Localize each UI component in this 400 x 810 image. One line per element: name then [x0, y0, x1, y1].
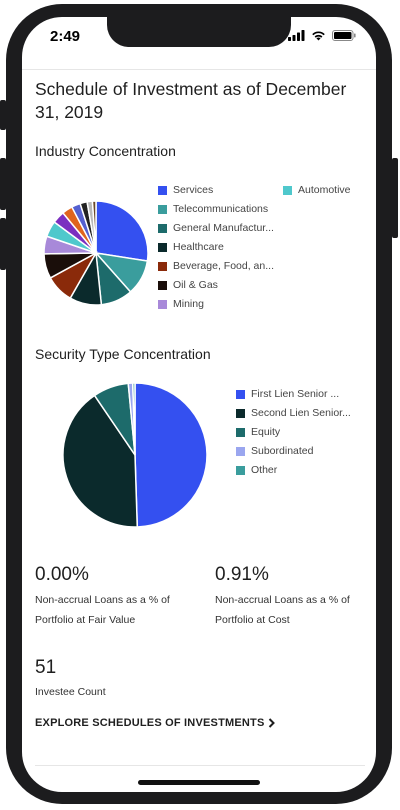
- mute-switch: [0, 100, 6, 130]
- security-legend-swatch: [236, 446, 245, 456]
- industry-slice-0[interactable]: [95, 200, 149, 262]
- security-slice-4[interactable]: [131, 382, 136, 456]
- security-legend-item-1[interactable]: Second Lien Senior...: [236, 407, 351, 419]
- industry-legend-swatch: [158, 185, 167, 195]
- industry-legend-item-2[interactable]: General Manufactur...: [158, 222, 274, 234]
- industry-legend-label: Telecommunications: [173, 203, 269, 215]
- security-legend-swatch: [236, 389, 245, 399]
- industry-legend-item-7[interactable]: Automotive: [283, 184, 351, 196]
- screen: 2:49: [22, 17, 376, 792]
- industry-legend-swatch: [158, 204, 167, 214]
- home-indicator[interactable]: [138, 780, 260, 785]
- power-button: [392, 158, 398, 238]
- investee-count-label: Investee Count: [35, 686, 106, 698]
- industry-legend-label: Beverage, Food, an...: [173, 260, 274, 272]
- industry-legend-label: General Manufactur...: [173, 222, 274, 234]
- industry-legend-swatch: [158, 280, 167, 290]
- security-legend-item-4[interactable]: Other: [236, 464, 277, 476]
- security-legend-label: Other: [251, 464, 278, 476]
- security-legend-label: Second Lien Senior...: [251, 407, 351, 419]
- battery-icon: [332, 30, 356, 41]
- security-pie-chart[interactable]: [62, 382, 208, 528]
- security-legend-item-2[interactable]: Equity: [236, 426, 280, 438]
- industry-legend-item-3[interactable]: Healthcare: [158, 241, 224, 253]
- industry-legend-swatch: [283, 185, 292, 195]
- security-legend-item-0[interactable]: First Lien Senior ...: [236, 388, 339, 400]
- volume-up-button: [0, 158, 6, 210]
- industry-legend-swatch: [158, 299, 167, 309]
- security-legend-swatch: [236, 465, 245, 475]
- page-title: Schedule of Investment as of December 31…: [35, 79, 347, 122]
- volume-down-button: [0, 218, 6, 270]
- security-legend-swatch: [236, 408, 245, 418]
- security-legend-label: Equity: [251, 426, 281, 438]
- status-icons: [288, 30, 356, 41]
- industry-pie-chart[interactable]: [43, 200, 149, 306]
- security-legend-item-3[interactable]: Subordinated: [236, 445, 313, 457]
- cost-percent: 0.91%: [215, 564, 269, 585]
- status-time: 2:49: [50, 28, 81, 45]
- cost-label: Non-accrual Loans as a % of Portfolio at…: [215, 594, 350, 626]
- security-legend-swatch: [236, 427, 245, 437]
- bottom-divider: [35, 765, 365, 766]
- industry-legend-label: Mining: [173, 298, 204, 310]
- chevron-right-icon: [269, 718, 276, 728]
- fair-value-percent: 0.00%: [35, 564, 89, 585]
- industry-legend-label: Healthcare: [173, 241, 224, 253]
- industry-legend-swatch: [158, 242, 167, 252]
- status-divider: [22, 69, 376, 70]
- industry-legend-item-5[interactable]: Oil & Gas: [158, 279, 218, 291]
- explore-schedules-link[interactable]: EXPLORE SCHEDULES OF INVESTMENTS: [35, 717, 276, 729]
- security-legend-label: Subordinated: [251, 445, 314, 457]
- industry-legend-label: Services: [173, 184, 214, 196]
- fair-value-label: Non-accrual Loans as a % of Portfolio at…: [35, 594, 170, 626]
- signal-icon: [288, 30, 305, 41]
- industry-legend-item-4[interactable]: Beverage, Food, an...: [158, 260, 274, 272]
- industry-legend-swatch: [158, 261, 167, 271]
- security-slice-1[interactable]: [62, 394, 139, 528]
- industry-legend-swatch: [158, 223, 167, 233]
- industry-legend-label: Automotive: [298, 184, 351, 196]
- investee-count: 51: [35, 657, 57, 678]
- notch: [107, 17, 291, 47]
- wifi-icon: [312, 31, 325, 41]
- industry-legend-item-1[interactable]: Telecommunications: [158, 203, 268, 215]
- explore-schedules-label: EXPLORE SCHEDULES OF INVESTMENTS: [35, 717, 265, 729]
- security-section-title: Security Type Concentration: [35, 346, 211, 362]
- industry-section-title: Industry Concentration: [35, 143, 176, 159]
- security-legend-label: First Lien Senior ...: [251, 388, 340, 400]
- industry-legend-item-0[interactable]: Services: [158, 184, 213, 196]
- industry-slice-13[interactable]: [91, 200, 97, 254]
- industry-legend-item-6[interactable]: Mining: [158, 298, 204, 310]
- security-slice-0[interactable]: [134, 382, 208, 528]
- industry-legend-label: Oil & Gas: [173, 279, 218, 291]
